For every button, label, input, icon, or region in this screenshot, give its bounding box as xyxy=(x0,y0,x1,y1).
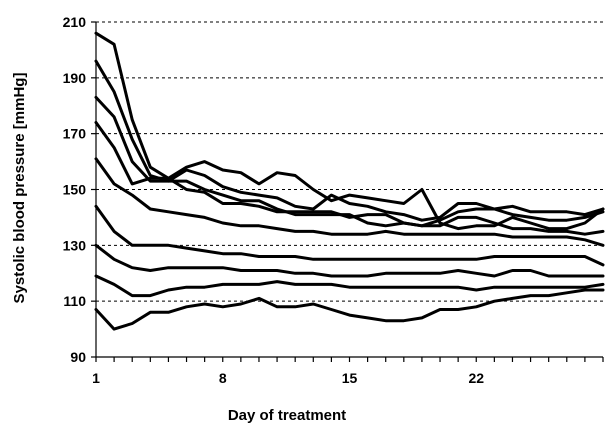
y-tick-label-110: 110 xyxy=(63,293,86,309)
x-tick-label-1: 1 xyxy=(92,370,100,386)
y-tick-label-210: 210 xyxy=(63,14,87,30)
grid-lines xyxy=(96,21,603,302)
y-axis-title: Systolic blood pressure [mmHg] xyxy=(11,73,28,304)
x-tick-label-8: 8 xyxy=(219,370,227,386)
y-tick-labels: 90 110 130 150 170 190 210 xyxy=(63,14,96,365)
series-layer xyxy=(94,31,605,331)
series-line-7 xyxy=(94,243,605,278)
x-axis-title: Day of treatment xyxy=(228,407,346,424)
y-tick-label-190: 190 xyxy=(63,70,87,86)
x-tick-labels: 1 8 15 22 xyxy=(92,357,604,386)
series-line-4 xyxy=(94,121,605,228)
y-tick-label-90: 90 xyxy=(70,349,86,365)
y-tick-label-170: 170 xyxy=(63,126,87,142)
y-tick-label-130: 130 xyxy=(63,237,87,253)
y-tick-label-150: 150 xyxy=(63,182,87,198)
series-line-3 xyxy=(94,95,605,236)
series-line-9 xyxy=(94,288,605,331)
series-line-2 xyxy=(94,59,605,222)
x-tick-label-22: 22 xyxy=(468,370,484,386)
series-line-8 xyxy=(94,274,605,298)
series-line-6 xyxy=(94,204,605,267)
x-tick-label-15: 15 xyxy=(342,370,358,386)
series-line-1 xyxy=(94,31,605,231)
series-line-5 xyxy=(94,157,605,247)
